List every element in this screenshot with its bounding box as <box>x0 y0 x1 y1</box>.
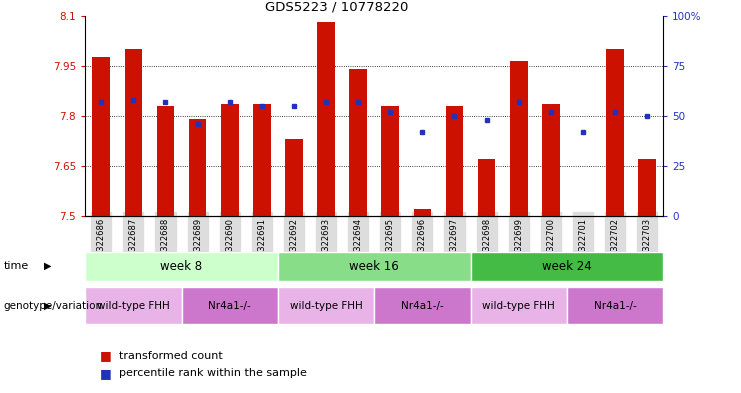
Bar <box>567 287 663 324</box>
Text: wild-type FHH: wild-type FHH <box>97 301 170 310</box>
Text: percentile rank within the sample: percentile rank within the sample <box>119 368 307 378</box>
Bar <box>285 139 303 216</box>
Text: Nr4a1-/-: Nr4a1-/- <box>208 301 251 310</box>
Bar <box>542 104 559 216</box>
Text: GDS5223 / 10778220: GDS5223 / 10778220 <box>265 1 409 14</box>
Bar <box>253 104 270 216</box>
Text: wild-type FHH: wild-type FHH <box>290 301 362 310</box>
Bar <box>382 106 399 216</box>
Bar <box>374 287 471 324</box>
Text: ▶: ▶ <box>44 301 52 310</box>
Text: week 8: week 8 <box>161 260 202 273</box>
Text: Nr4a1-/-: Nr4a1-/- <box>401 301 444 310</box>
Text: ▶: ▶ <box>44 261 52 271</box>
Bar <box>85 252 278 281</box>
Bar <box>478 160 496 216</box>
Text: wild-type FHH: wild-type FHH <box>482 301 555 310</box>
Text: time: time <box>4 261 29 271</box>
Bar <box>413 209 431 216</box>
Bar <box>638 160 656 216</box>
Bar <box>278 287 374 324</box>
Bar <box>85 287 182 324</box>
Text: genotype/variation: genotype/variation <box>4 301 103 310</box>
Bar <box>510 61 528 216</box>
Bar <box>445 106 463 216</box>
Text: ■: ■ <box>100 349 112 362</box>
Bar <box>471 287 567 324</box>
Text: transformed count: transformed count <box>119 351 222 361</box>
Text: week 24: week 24 <box>542 260 592 273</box>
Text: Nr4a1-/-: Nr4a1-/- <box>594 301 637 310</box>
Text: week 16: week 16 <box>349 260 399 273</box>
Bar <box>93 57 110 216</box>
Bar <box>182 287 278 324</box>
Bar <box>606 49 624 216</box>
Bar <box>278 252 471 281</box>
Bar <box>349 69 367 216</box>
Bar <box>189 119 207 216</box>
Bar <box>471 252 663 281</box>
Bar <box>221 104 239 216</box>
Bar <box>124 49 142 216</box>
Bar <box>317 22 335 216</box>
Bar <box>156 106 174 216</box>
Text: ■: ■ <box>100 367 112 380</box>
